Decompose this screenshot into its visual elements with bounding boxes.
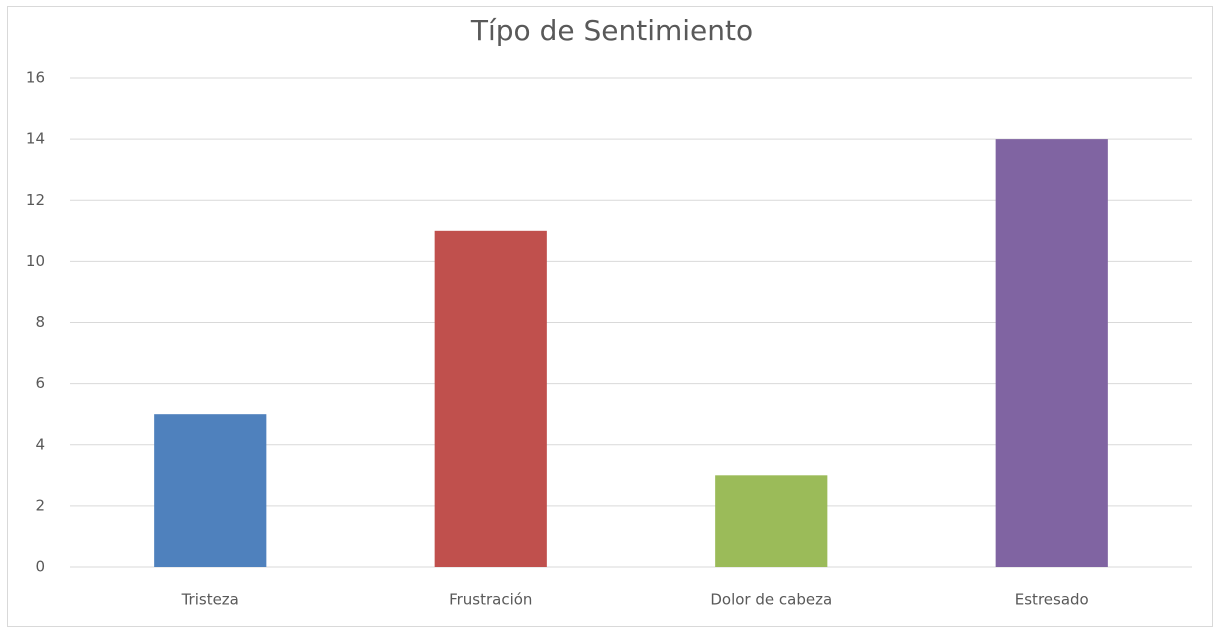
- x-tick-label: Tristeza: [181, 591, 239, 609]
- bar: [995, 139, 1108, 567]
- x-tick-label: Frustración: [449, 591, 532, 609]
- y-tick-label: 8: [35, 313, 45, 331]
- y-tick-label: 2: [35, 496, 45, 514]
- bar: [154, 414, 267, 567]
- y-tick-label: 6: [35, 374, 45, 392]
- bar: [434, 230, 547, 567]
- chart-title: Típo de Sentimiento: [470, 14, 753, 47]
- y-tick-label: 12: [26, 191, 45, 209]
- y-tick-label: 0: [35, 558, 45, 576]
- y-tick-label: 14: [26, 130, 45, 148]
- y-tick-label: 16: [26, 69, 45, 87]
- x-tick-label: Dolor de cabeza: [710, 591, 832, 609]
- y-tick-label: 4: [35, 435, 45, 453]
- y-tick-label: 10: [26, 252, 45, 270]
- x-tick-label: Estresado: [1015, 591, 1089, 609]
- bar: [715, 475, 828, 567]
